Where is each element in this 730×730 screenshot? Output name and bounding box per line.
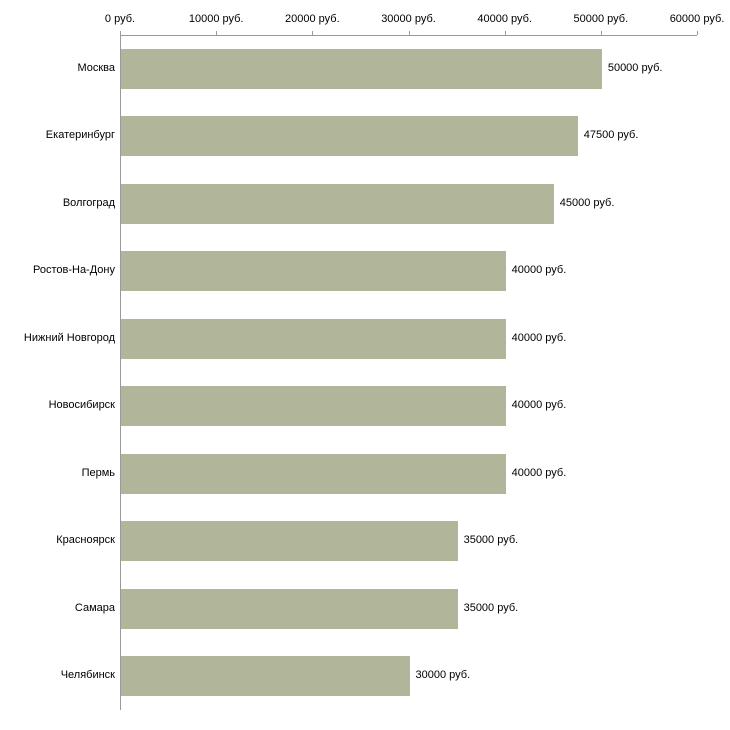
category-label: Самара xyxy=(74,601,115,614)
bar-value-label: 35000 руб. xyxy=(463,601,519,614)
x-axis-tick-mark xyxy=(600,31,602,35)
x-axis-tick-mark xyxy=(120,31,121,35)
plot-area xyxy=(120,35,697,710)
category-label: Красноярск xyxy=(56,534,115,547)
bar xyxy=(121,656,410,697)
category-label: Екатеринбург xyxy=(45,129,115,142)
x-axis-tick-label: 40000 руб. xyxy=(477,13,532,25)
bar-value-label: 30000 руб. xyxy=(415,669,471,682)
bar xyxy=(121,251,506,292)
bar-value-label: 40000 руб. xyxy=(511,466,567,479)
x-axis-tick-label: 60000 руб. xyxy=(669,13,725,25)
bar xyxy=(121,453,506,494)
bar xyxy=(121,521,458,562)
x-axis-tick-label: 20000 руб. xyxy=(285,13,340,25)
bar xyxy=(121,318,506,359)
x-axis-tick-mark xyxy=(216,31,218,35)
x-axis-tick-mark xyxy=(312,31,314,35)
bar-value-label: 40000 руб. xyxy=(511,399,567,412)
x-axis-tick-mark xyxy=(504,31,506,35)
x-axis-tick-mark xyxy=(408,31,410,35)
category-label: Волгоград xyxy=(62,196,115,209)
bar xyxy=(121,48,602,89)
bar-value-label: 40000 руб. xyxy=(511,331,567,344)
category-label: Пермь xyxy=(81,466,115,479)
bar-value-label: 47500 руб. xyxy=(583,129,639,142)
x-axis-tick-label: 30000 руб. xyxy=(381,13,436,25)
bar-value-label: 50000 руб. xyxy=(607,61,663,74)
bar-value-label: 40000 руб. xyxy=(511,264,567,277)
x-axis-tick-label: 10000 руб. xyxy=(188,13,244,25)
bar xyxy=(121,386,506,427)
category-label: Москва xyxy=(77,61,115,74)
bar xyxy=(121,116,578,157)
x-axis-tick-label: 50000 руб. xyxy=(573,13,629,25)
category-label: Челябинск xyxy=(60,669,115,682)
bar-value-label: 35000 руб. xyxy=(463,534,519,547)
bar xyxy=(121,588,458,629)
category-label: Новосибирск xyxy=(48,399,115,412)
bar xyxy=(121,183,554,224)
category-label: Нижний Новгород xyxy=(23,331,115,344)
category-label: Ростов-На-Дону xyxy=(32,264,115,277)
x-axis-tick-label: 0 руб. xyxy=(104,13,136,25)
x-axis-tick-mark xyxy=(697,31,698,35)
bar-value-label: 45000 руб. xyxy=(559,196,615,209)
